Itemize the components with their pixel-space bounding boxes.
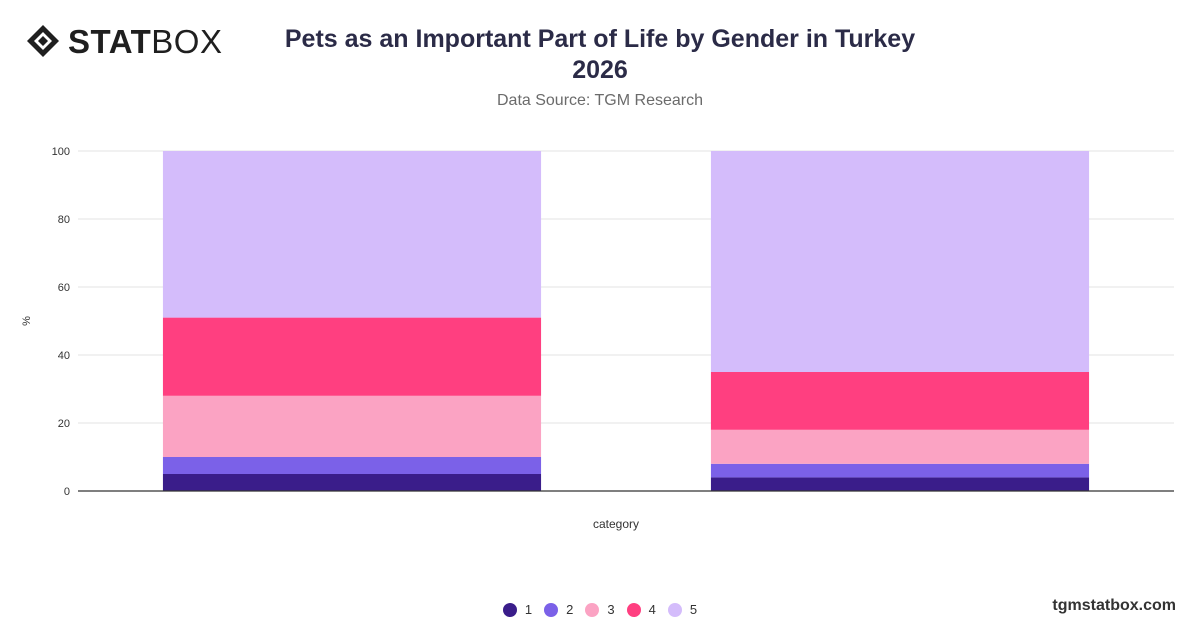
legend-item-1[interactable]: 1 [502,602,533,617]
footer-url: tgmstatbox.com [1052,597,1176,614]
y-tick-label: 20 [58,418,70,430]
diamond-logo-icon [27,25,59,57]
legend-label: 3 [607,602,615,617]
legend-swatch [502,602,517,617]
legend-item-2[interactable]: 2 [544,602,573,617]
logo-wordmark-strong: STAT [68,22,152,60]
legend-item-5[interactable]: 5 [667,602,698,617]
bar-segment-3 [710,429,1090,464]
bar-segment-2 [710,463,1090,478]
legend-label: 4 [648,602,656,617]
axes: 0 20 40 60 80 100 category% [21,146,1174,531]
chart-title-line1: Pets as an Important Part of Life by Gen… [284,25,916,53]
legend: 1 2 3 4 5 [0,602,1200,617]
logo-wordmark: STATBOX [68,25,222,58]
bar-segment-4 [710,372,1090,430]
legend-item-4[interactable]: 4 [626,602,656,617]
chart-title: Pets as an Important Part of Life by Gen… [270,24,930,86]
legend-label: 2 [566,602,574,617]
bar-segment-4 [162,317,542,396]
legend-swatch [667,602,682,617]
bar-segment-2 [162,457,542,474]
y-tick-label: 100 [52,146,70,158]
stacked-bar-chart: 0 20 40 60 80 100 category% [21,146,1174,531]
legend-label: 1 [524,602,533,617]
legend-swatch [544,602,559,617]
bar-segment-1 [710,477,1090,491]
bar-segment-1 [162,474,542,491]
y-tick-label: 0 [64,486,70,498]
legend-item-3[interactable]: 3 [585,602,615,617]
legend-swatch [585,602,600,617]
y-axis-label: % [21,316,33,326]
chart-title-line2: 2026 [572,56,628,84]
x-axis-label: category [593,517,639,531]
bar-segment-5 [710,151,1090,372]
y-tick-label: 40 [58,350,70,362]
bars [162,151,1090,491]
bar-segment-3 [162,395,542,457]
legend-label: 5 [689,602,698,617]
y-tick-label: 80 [58,214,70,226]
logo-wordmark-light: BOX [151,22,223,60]
statbox-logo: STATBOX [26,22,236,60]
chart-subtitle: Data Source: TGM Research [496,92,703,109]
legend-swatch [626,602,641,617]
bar-segment-5 [162,151,542,318]
y-tick-label: 60 [58,282,70,294]
